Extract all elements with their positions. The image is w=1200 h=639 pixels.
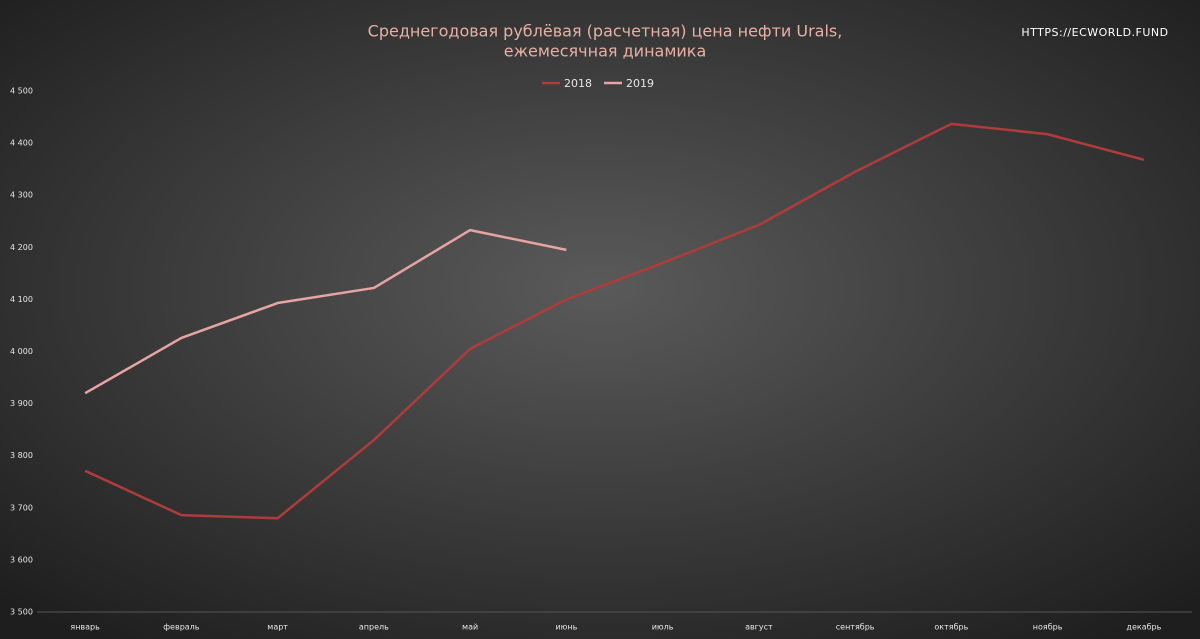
y-tick-label: 4 400 (10, 139, 33, 148)
series-line (84, 122, 1145, 520)
y-tick-label: 4 200 (10, 243, 33, 252)
legend-label: 2019 (626, 77, 654, 90)
y-tick-label: 3 700 (10, 503, 33, 512)
x-tick-label: март (267, 623, 288, 632)
x-tick-label: июнь (555, 623, 577, 632)
x-tick-label: сентябрь (836, 623, 875, 632)
x-tick-label: декабрь (1126, 623, 1161, 632)
x-tick-label: август (745, 623, 773, 632)
series-line (84, 228, 567, 395)
source-label: HTTPS://ECWORLD.FUND (1021, 26, 1168, 39)
chart-title: ежемесячная динамика (504, 42, 707, 61)
x-tick-label: октябрь (934, 623, 968, 632)
x-tick-label: ноябрь (1033, 623, 1063, 632)
x-tick-label: январь (70, 623, 100, 632)
y-tick-label: 3 900 (10, 399, 33, 408)
y-tick-label: 4 100 (10, 295, 33, 304)
legend-label: 2018 (564, 77, 592, 90)
x-tick-label: май (462, 623, 478, 632)
y-tick-label: 4 000 (10, 347, 33, 356)
y-tick-label: 3 600 (10, 555, 33, 564)
x-tick-label: февраль (163, 623, 200, 632)
x-tick-label: апрель (359, 623, 389, 632)
y-tick-label: 4 500 (10, 87, 33, 96)
y-tick-label: 3 800 (10, 451, 33, 460)
x-tick-label: июль (652, 623, 674, 632)
y-tick-label: 4 300 (10, 191, 33, 200)
chart-title: Среднегодовая рублёвая (расчетная) цена … (368, 22, 843, 41)
y-tick-label: 3 500 (10, 608, 33, 617)
